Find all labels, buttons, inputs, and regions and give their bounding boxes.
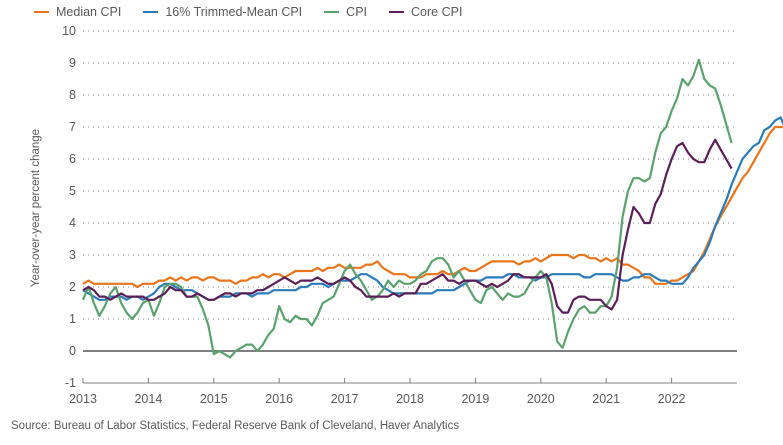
source-note: Source: Bureau of Labor Statistics, Fede… — [11, 420, 460, 432]
x-axis: 2013 2014 2015 2016 2017 2018 2019 2020 2021 2022 — [69, 378, 737, 406]
legend-item-core-cpi[interactable]: Core CPI — [389, 5, 462, 19]
legend-label: 16% Trimmed-Mean CPI — [165, 5, 303, 19]
legend-label: Core CPI — [411, 5, 463, 19]
y-tick-label: 1 — [69, 312, 76, 326]
x-tick-label: 2017 — [331, 392, 359, 406]
legend-item-median-cpi[interactable]: Median CPI — [34, 5, 121, 19]
x-tick-label: 2016 — [265, 392, 293, 406]
y-tick-label: 7 — [69, 120, 76, 134]
y-tick-label: 8 — [69, 88, 76, 102]
legend-label: Median CPI — [56, 5, 122, 19]
y-tick-label: 6 — [69, 152, 76, 166]
x-tick-label: 2019 — [461, 392, 489, 406]
series-line-core-cpi — [82, 138, 733, 314]
legend-swatch — [143, 11, 159, 13]
series-lines — [81, 58, 783, 359]
y-tick-label: 2 — [69, 280, 76, 294]
x-tick-label: 2015 — [200, 392, 228, 406]
x-tick-label: 2013 — [69, 392, 97, 406]
legend-swatch — [34, 11, 49, 13]
y-tick-label: -1 — [65, 376, 76, 390]
legend-label: CPI — [346, 5, 368, 19]
legend: Median CPI 16% Trimmed-Mean CPI CPI Core… — [34, 4, 484, 20]
series-line-median-cpi — [82, 125, 783, 289]
x-tick-label: 2022 — [658, 392, 686, 406]
x-tick-label: 2018 — [396, 392, 424, 406]
y-tick-label: 0 — [69, 344, 76, 358]
legend-swatch — [389, 11, 405, 13]
legend-item-cpi[interactable]: CPI — [324, 5, 367, 19]
y-tick-label: 4 — [69, 216, 76, 230]
gridlines — [83, 30, 737, 352]
x-tick-label: 2021 — [592, 392, 620, 406]
y-tick-label: 5 — [69, 184, 76, 198]
y-tick-label: 3 — [69, 248, 76, 262]
legend-item-trimmed-mean-cpi[interactable]: 16% Trimmed-Mean CPI — [143, 5, 302, 19]
y-tick-label: 10 — [62, 24, 76, 38]
x-tick-label: 2014 — [134, 392, 162, 406]
x-tick-label: 2020 — [527, 392, 555, 406]
y-tick-label: 9 — [69, 56, 76, 70]
legend-swatch — [324, 11, 340, 13]
